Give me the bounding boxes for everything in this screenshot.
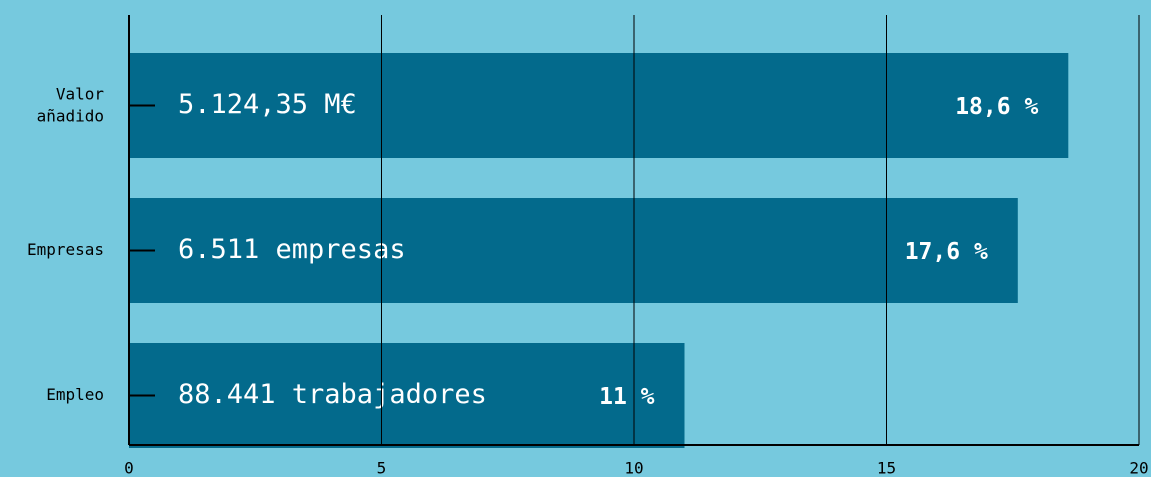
- annotation: 5.124,35 M€: [178, 89, 357, 120]
- category-label-line: Valor: [56, 84, 105, 103]
- value-label: 11 %: [599, 384, 655, 410]
- x-tick-label: 0: [124, 459, 134, 477]
- bar: [129, 53, 1069, 158]
- category-label: Empresas: [27, 240, 104, 259]
- category-label: Empleo: [46, 385, 104, 404]
- x-tick-label: 20: [1129, 459, 1148, 477]
- x-tick-label: 15: [877, 459, 896, 477]
- x-tick-label: 5: [377, 459, 387, 477]
- category-label-line: añadido: [27, 106, 104, 125]
- category-label: Valor añadido: [27, 84, 104, 125]
- x-tick-label: 10: [624, 459, 643, 477]
- annotation: 88.441 trabajadores: [178, 379, 487, 410]
- annotation: 6.511 empresas: [178, 234, 406, 265]
- bar: [129, 198, 1018, 303]
- bar: [129, 343, 685, 448]
- value-label: 18,6 %: [955, 94, 1038, 120]
- value-label: 17,6 %: [905, 239, 988, 265]
